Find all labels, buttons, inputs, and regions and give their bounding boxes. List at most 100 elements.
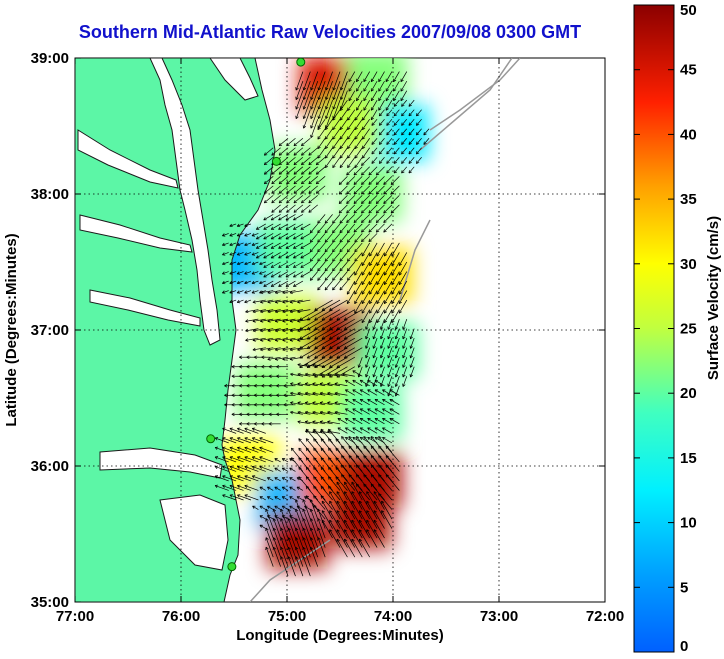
velocity-arrow-head bbox=[297, 391, 301, 396]
velocity-arrow bbox=[329, 500, 341, 520]
velocity-arrow bbox=[324, 157, 333, 168]
velocity-arrow-head bbox=[365, 374, 369, 378]
velocity-arrow-head bbox=[263, 245, 267, 249]
velocity-arrow-head bbox=[346, 181, 350, 185]
velocity-arrow-head bbox=[339, 229, 343, 234]
velocity-arrow-head bbox=[408, 112, 412, 117]
velocity-arrow-head bbox=[390, 210, 395, 214]
velocity-arrow-head bbox=[222, 446, 226, 450]
velocity-arrow bbox=[408, 99, 415, 107]
velocity-arrow-head bbox=[308, 171, 312, 175]
velocity-arrow bbox=[352, 389, 363, 396]
velocity-arrow bbox=[265, 518, 274, 539]
velocity-arrow-head bbox=[336, 529, 340, 533]
velocity-arrow-head bbox=[276, 384, 280, 388]
velocity-arrow-head bbox=[306, 355, 311, 359]
velocity-arrow-head bbox=[345, 379, 349, 384]
velocity-arrow-head bbox=[229, 299, 233, 304]
velocity-arrow-head bbox=[389, 398, 393, 403]
velocity-arrow-head bbox=[237, 456, 241, 460]
velocity-arrow-head bbox=[229, 427, 233, 431]
velocity-arrow-head bbox=[265, 546, 269, 551]
velocity-arrow-head bbox=[371, 151, 375, 155]
velocity-arrow-head bbox=[346, 267, 351, 272]
velocity-arrow-head bbox=[317, 220, 321, 224]
velocity-arrow-head bbox=[281, 486, 286, 490]
velocity-arrow-head bbox=[347, 107, 351, 111]
velocity-arrow-head bbox=[237, 475, 241, 479]
velocity-arrow-head bbox=[334, 410, 338, 415]
velocity-arrow-head bbox=[354, 281, 358, 285]
velocity-arrow bbox=[346, 280, 356, 295]
velocity-arrow bbox=[351, 481, 363, 501]
velocity-arrow bbox=[348, 71, 356, 82]
velocity-arrow-head bbox=[393, 78, 397, 83]
velocity-arrow-head bbox=[270, 226, 275, 230]
velocity-arrow bbox=[295, 546, 304, 567]
velocity-arrow-head bbox=[352, 379, 356, 384]
velocity-arrow bbox=[278, 252, 289, 259]
velocity-arrow-head bbox=[341, 436, 345, 440]
velocity-arrow-head bbox=[313, 495, 317, 499]
velocity-arrow bbox=[318, 109, 326, 129]
velocity-arrow bbox=[376, 299, 385, 314]
velocity-arrow-head bbox=[375, 210, 380, 214]
velocity-arrow bbox=[395, 385, 400, 397]
velocity-arrow bbox=[251, 280, 259, 284]
velocity-arrow bbox=[359, 418, 370, 425]
velocity-arrow bbox=[275, 337, 289, 341]
velocity-arrow bbox=[385, 71, 393, 82]
velocity-arrow-head bbox=[353, 181, 357, 185]
velocity-arrow-head bbox=[341, 474, 345, 478]
velocity-arrow-head bbox=[348, 455, 352, 459]
velocity-arrow-head bbox=[305, 476, 310, 480]
velocity-arrow bbox=[371, 118, 378, 126]
velocity-arrow-head bbox=[289, 477, 293, 481]
velocity-arrow-head bbox=[309, 248, 314, 253]
velocity-arrow bbox=[314, 347, 333, 359]
velocity-arrow bbox=[303, 90, 311, 110]
velocity-arrow bbox=[380, 328, 385, 340]
velocity-arrow bbox=[358, 500, 370, 520]
velocity-arrow bbox=[395, 319, 400, 330]
velocity-arrow-head bbox=[229, 446, 233, 450]
velocity-arrow-head bbox=[370, 455, 375, 459]
velocity-arrow bbox=[369, 299, 378, 314]
velocity-arrow bbox=[237, 456, 252, 463]
velocity-arrow-head bbox=[367, 417, 371, 422]
velocity-arrow bbox=[382, 398, 393, 406]
velocity-arrow bbox=[314, 318, 333, 330]
velocity-arrow bbox=[398, 280, 408, 295]
velocity-arrow bbox=[293, 176, 304, 185]
velocity-arrow bbox=[297, 347, 311, 351]
velocity-arrow bbox=[222, 428, 237, 434]
velocity-arrow-head bbox=[274, 505, 278, 509]
velocity-arrow-head bbox=[332, 220, 336, 224]
velocity-arrow-head bbox=[265, 508, 269, 513]
velocity-arrow bbox=[366, 529, 378, 548]
velocity-arrow-head bbox=[383, 181, 387, 185]
velocity-arrow bbox=[305, 466, 319, 482]
velocity-arrow-head bbox=[361, 219, 365, 224]
velocity-arrow bbox=[315, 157, 326, 166]
velocity-arrow bbox=[328, 476, 341, 491]
velocity-arrow-head bbox=[402, 383, 406, 387]
velocity-arrow bbox=[293, 195, 304, 204]
velocity-arrow-head bbox=[320, 466, 324, 471]
velocity-arrow bbox=[244, 428, 259, 434]
velocity-arrow-head bbox=[287, 537, 291, 541]
velocity-arrow-head bbox=[338, 181, 343, 185]
colorbar-tick-label-8: 40 bbox=[680, 126, 697, 143]
velocity-arrow bbox=[383, 204, 393, 214]
velocity-arrow-head bbox=[366, 500, 370, 505]
velocity-arrow bbox=[286, 147, 296, 156]
velocity-arrow-head bbox=[372, 354, 376, 359]
velocity-arrow bbox=[356, 71, 363, 82]
velocity-arrow bbox=[300, 223, 311, 230]
velocity-arrow bbox=[278, 223, 289, 230]
velocity-arrow bbox=[366, 519, 378, 539]
velocity-arrow-head bbox=[263, 283, 267, 287]
velocity-arrow-head bbox=[296, 486, 301, 490]
velocity-arrow bbox=[321, 318, 341, 330]
